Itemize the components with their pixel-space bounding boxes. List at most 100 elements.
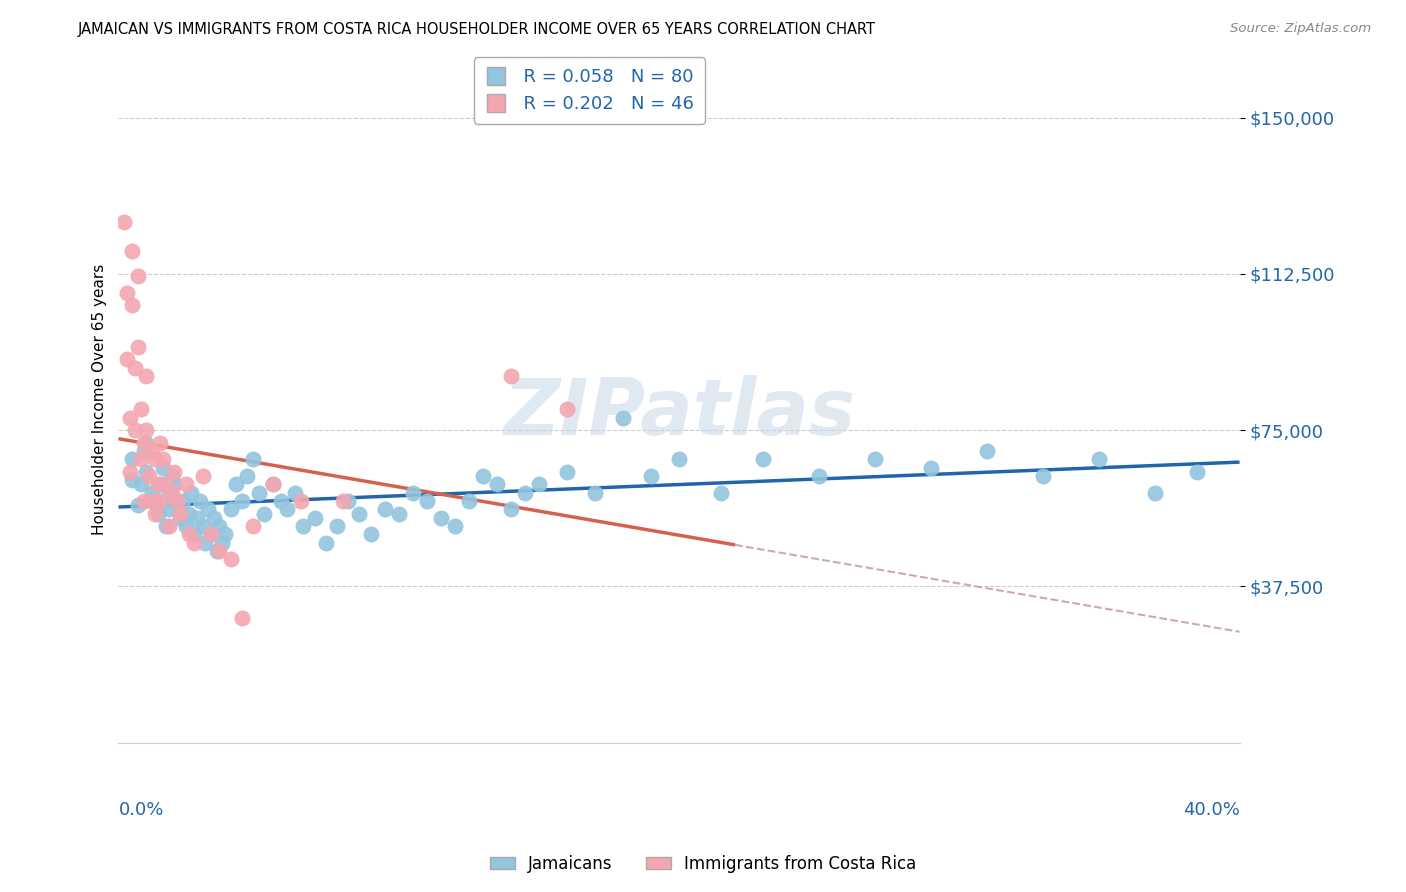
Point xyxy=(124,423,146,437)
Point xyxy=(976,444,998,458)
Point xyxy=(112,215,135,229)
Point xyxy=(499,502,522,516)
Point xyxy=(1144,485,1167,500)
Point xyxy=(231,494,253,508)
Point xyxy=(242,519,264,533)
Point xyxy=(188,494,211,508)
Text: 40.0%: 40.0% xyxy=(1182,801,1240,819)
Point xyxy=(485,477,508,491)
Point xyxy=(143,507,166,521)
Point xyxy=(1088,452,1111,467)
Point xyxy=(183,535,205,549)
Point xyxy=(262,477,284,491)
Point xyxy=(231,611,253,625)
Point xyxy=(129,402,152,417)
Point xyxy=(177,507,200,521)
Point xyxy=(152,460,174,475)
Point xyxy=(132,494,155,508)
Point xyxy=(166,494,188,508)
Point xyxy=(115,352,138,367)
Point xyxy=(710,485,733,500)
Point xyxy=(513,485,536,500)
Point xyxy=(499,369,522,384)
Point xyxy=(121,298,143,312)
Point xyxy=(290,494,312,508)
Y-axis label: Householder Income Over 65 years: Householder Income Over 65 years xyxy=(93,263,107,534)
Point xyxy=(208,519,231,533)
Point xyxy=(115,285,138,300)
Point xyxy=(191,519,214,533)
Point xyxy=(276,502,298,516)
Point xyxy=(262,477,284,491)
Point xyxy=(225,477,247,491)
Point xyxy=(752,452,775,467)
Point xyxy=(332,494,354,508)
Point xyxy=(374,502,396,516)
Point xyxy=(863,452,886,467)
Point xyxy=(135,423,157,437)
Point xyxy=(219,552,242,566)
Point xyxy=(135,465,157,479)
Point xyxy=(172,494,194,508)
Point xyxy=(141,494,163,508)
Point xyxy=(200,527,222,541)
Point xyxy=(127,340,149,354)
Point xyxy=(471,469,494,483)
Point xyxy=(143,494,166,508)
Point xyxy=(284,485,307,500)
Point xyxy=(1187,465,1209,479)
Point xyxy=(160,485,183,500)
Point xyxy=(135,369,157,384)
Point xyxy=(174,519,197,533)
Point xyxy=(138,469,160,483)
Point xyxy=(155,477,177,491)
Text: Source: ZipAtlas.com: Source: ZipAtlas.com xyxy=(1230,22,1371,36)
Point xyxy=(121,473,143,487)
Point xyxy=(194,535,217,549)
Point xyxy=(349,507,371,521)
Point xyxy=(163,465,186,479)
Point xyxy=(143,452,166,467)
Point xyxy=(429,510,451,524)
Point xyxy=(157,485,180,500)
Point xyxy=(191,469,214,483)
Point xyxy=(457,494,479,508)
Point xyxy=(186,510,208,524)
Point xyxy=(180,485,202,500)
Point xyxy=(127,268,149,283)
Point xyxy=(219,502,242,516)
Point xyxy=(443,519,465,533)
Text: JAMAICAN VS IMMIGRANTS FROM COSTA RICA HOUSEHOLDER INCOME OVER 65 YEARS CORRELAT: JAMAICAN VS IMMIGRANTS FROM COSTA RICA H… xyxy=(77,22,876,37)
Point xyxy=(157,502,180,516)
Point xyxy=(160,469,183,483)
Point xyxy=(177,527,200,541)
Point xyxy=(612,410,634,425)
Point xyxy=(253,507,276,521)
Point xyxy=(236,469,259,483)
Point xyxy=(124,360,146,375)
Point xyxy=(149,494,172,508)
Point xyxy=(163,494,186,508)
Legend: Jamaicans, Immigrants from Costa Rica: Jamaicans, Immigrants from Costa Rica xyxy=(482,848,924,880)
Point xyxy=(270,494,292,508)
Point xyxy=(208,544,231,558)
Point xyxy=(157,519,180,533)
Text: 0.0%: 0.0% xyxy=(118,801,165,819)
Point xyxy=(121,452,143,467)
Legend:   R = 0.058   N = 80,   R = 0.202   N = 46: R = 0.058 N = 80, R = 0.202 N = 46 xyxy=(474,57,704,124)
Point xyxy=(132,435,155,450)
Point xyxy=(174,477,197,491)
Point xyxy=(146,477,169,491)
Point xyxy=(197,502,219,516)
Point xyxy=(163,477,186,491)
Point xyxy=(402,485,425,500)
Point xyxy=(292,519,315,533)
Point xyxy=(121,244,143,258)
Point xyxy=(247,485,270,500)
Point xyxy=(668,452,690,467)
Point xyxy=(242,452,264,467)
Point xyxy=(118,465,141,479)
Point xyxy=(205,544,228,558)
Point xyxy=(169,507,191,521)
Point xyxy=(202,510,225,524)
